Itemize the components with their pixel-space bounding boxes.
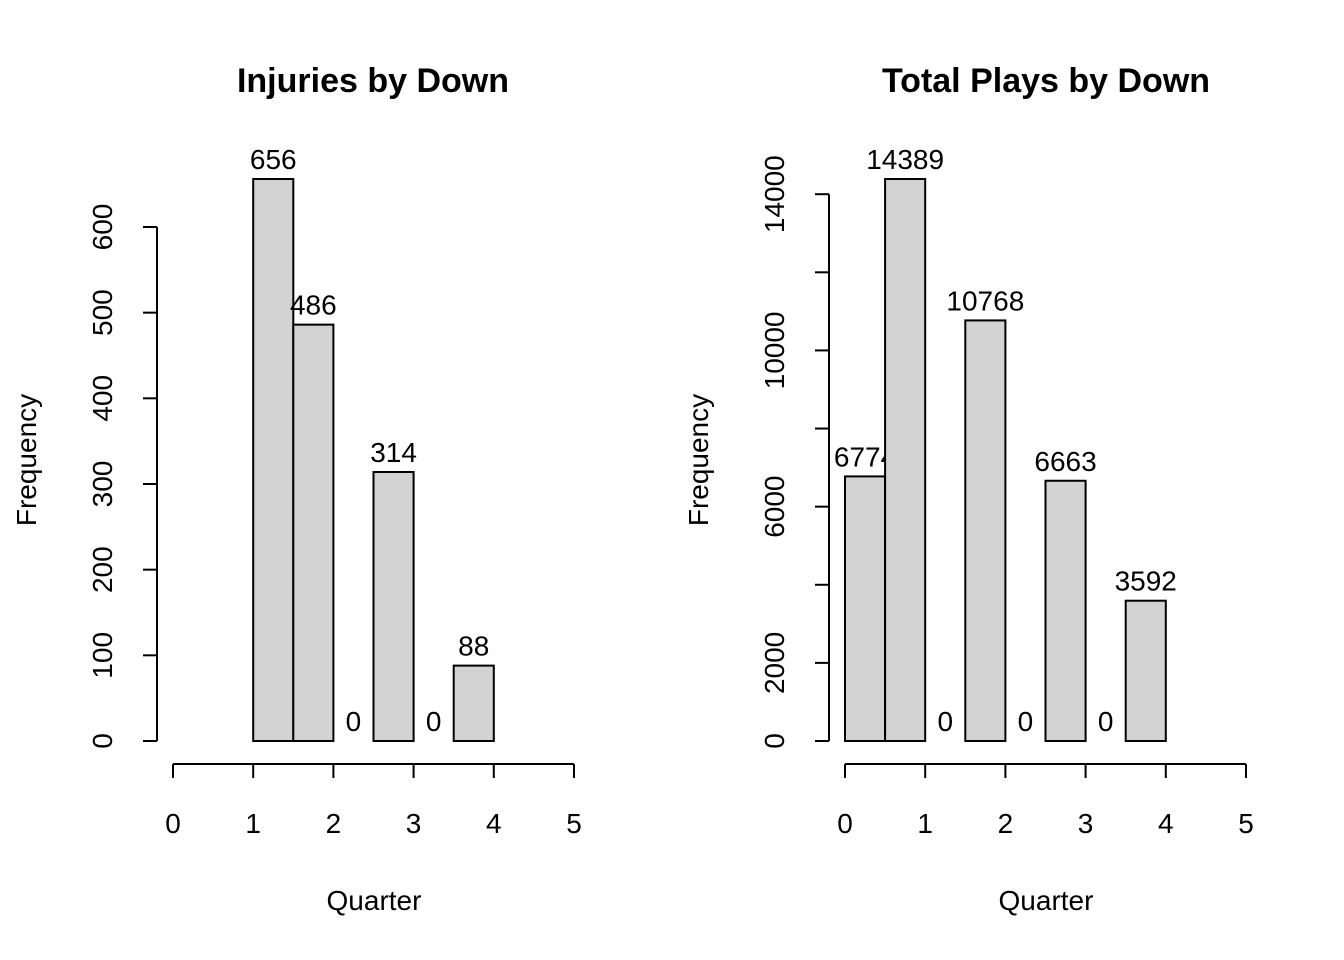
data-label: 3592 (1115, 566, 1177, 597)
x-tick-label: 2 (326, 808, 342, 839)
data-label: 88 (458, 631, 489, 662)
bar (252, 178, 295, 742)
x-tick-label: 4 (486, 808, 502, 839)
bar (1124, 599, 1167, 743)
x-tick-label: 3 (1078, 808, 1094, 839)
bar (452, 664, 495, 742)
y-tick-label: 500 (87, 289, 118, 336)
data-label: 0 (346, 706, 362, 737)
bar (1044, 479, 1087, 742)
chart-title: Injuries by Down (237, 62, 509, 100)
data-label: 0 (1018, 706, 1034, 737)
x-tick-label: 3 (406, 808, 422, 839)
y-tick-label: 0 (759, 733, 790, 749)
data-label: 486 (290, 290, 337, 321)
x-axis-label: Quarter (999, 885, 1094, 916)
data-label: 0 (1098, 706, 1114, 737)
x-tick-label: 1 (245, 808, 261, 839)
x-axis-label: Quarter (327, 885, 422, 916)
y-tick-label: 200 (87, 546, 118, 593)
y-tick-label: 300 (87, 461, 118, 508)
x-tick-label: 2 (998, 808, 1014, 839)
y-tick-label: 0 (87, 733, 118, 749)
bar (372, 470, 415, 742)
x-tick-label: 0 (165, 808, 181, 839)
data-label: 10768 (946, 285, 1024, 316)
y-axis-label: Frequency (683, 394, 714, 526)
y-tick-label: 2000 (759, 632, 790, 694)
y-axis-label: Frequency (11, 394, 42, 526)
x-tick-label: 1 (917, 808, 933, 839)
y-tick-label: 10000 (759, 311, 790, 389)
x-tick-label: 0 (837, 808, 853, 839)
x-tick-label: 5 (566, 808, 582, 839)
data-label: 0 (426, 706, 442, 737)
y-tick-label: 600 (87, 204, 118, 251)
data-label: 6663 (1034, 446, 1096, 477)
y-tick-label: 400 (87, 375, 118, 422)
bar (884, 178, 927, 742)
y-tick-label: 6000 (759, 476, 790, 538)
data-label: 0 (937, 706, 953, 737)
data-label: 656 (250, 144, 297, 175)
y-tick-label: 100 (87, 632, 118, 679)
bar (844, 475, 887, 742)
x-tick-label: 4 (1158, 808, 1174, 839)
bar (964, 319, 1007, 742)
chart-panel-1: Injuries by Down Quarter Frequency 656 486 0 3… (11, 62, 582, 916)
y-tick-label: 14000 (759, 155, 790, 233)
data-label: 14389 (866, 144, 944, 175)
chart-title: Total Plays by Down (882, 62, 1210, 100)
bar (292, 323, 335, 742)
x-tick-label: 5 (1238, 808, 1254, 839)
data-label: 314 (370, 437, 417, 468)
